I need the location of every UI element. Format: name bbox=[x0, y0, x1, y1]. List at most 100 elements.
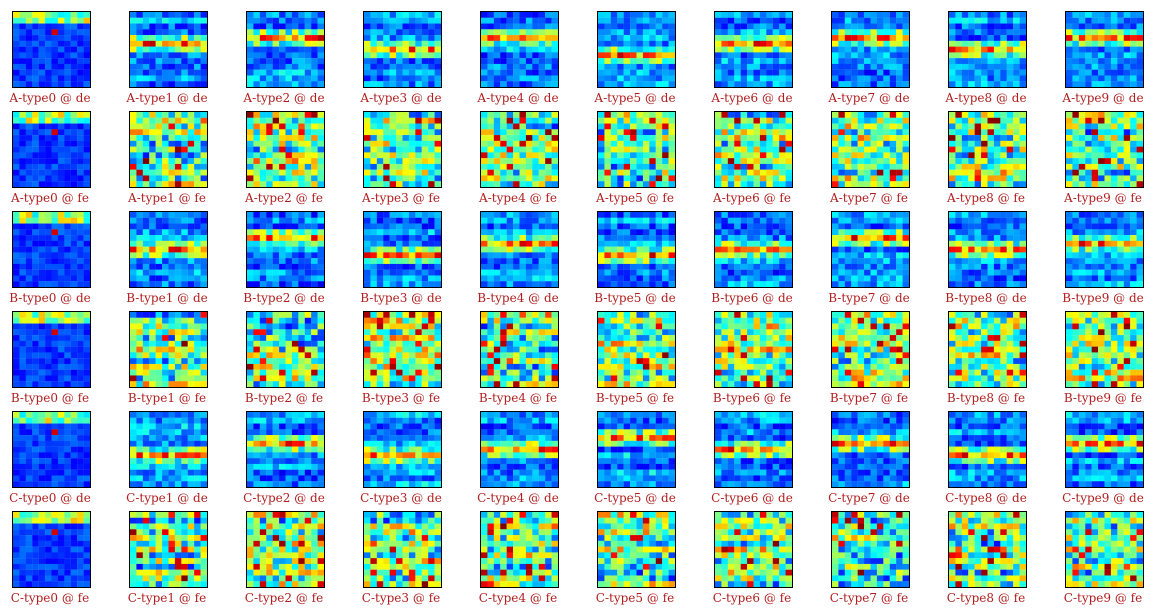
heatmap-cell bbox=[13, 81, 20, 87]
heatmap-cell bbox=[162, 312, 169, 318]
heatmap-cell bbox=[304, 258, 312, 265]
heatmap-cell bbox=[727, 123, 735, 130]
heatmap-cell bbox=[389, 58, 397, 65]
heatmap-cell bbox=[734, 229, 741, 236]
heatmap-cell bbox=[162, 217, 169, 224]
heatmap-cell bbox=[259, 235, 267, 241]
heatmap-cell bbox=[981, 63, 988, 70]
heatmap-cell bbox=[981, 281, 988, 287]
heatmap-cell bbox=[662, 23, 669, 30]
heatmap-cell bbox=[187, 163, 195, 170]
heatmap-cell bbox=[402, 58, 410, 65]
heatmap-cell bbox=[857, 123, 865, 130]
heatmap-cell bbox=[1104, 269, 1112, 276]
heatmap-cell bbox=[155, 17, 163, 24]
heatmap-cell bbox=[187, 146, 195, 153]
heatmap-cell bbox=[38, 235, 46, 241]
heatmap-cell bbox=[253, 52, 260, 59]
heatmap-cell bbox=[383, 169, 390, 176]
heatmap-cell bbox=[902, 52, 909, 59]
heatmap-cell bbox=[538, 129, 546, 136]
heatmap-cell bbox=[1110, 75, 1118, 82]
heatmap-cell bbox=[876, 146, 884, 153]
heatmap-cell bbox=[642, 229, 650, 236]
heatmap-cell bbox=[383, 175, 390, 182]
heatmap-cell bbox=[655, 252, 663, 259]
heatmap-cell bbox=[421, 146, 429, 153]
heatmap-cell bbox=[993, 112, 1001, 118]
heatmap-cell bbox=[70, 69, 78, 76]
heatmap-cell bbox=[253, 63, 260, 70]
heatmap-cell bbox=[715, 69, 722, 76]
heatmap-cell bbox=[513, 212, 520, 218]
heatmap-cell bbox=[421, 140, 429, 147]
heatmap-cell bbox=[415, 246, 422, 253]
heatmap-cell bbox=[194, 240, 201, 247]
heatmap-cell bbox=[304, 35, 312, 41]
heatmap-cell bbox=[883, 69, 890, 76]
heatmap-cell bbox=[832, 63, 839, 70]
heatmap-cell bbox=[1006, 217, 1014, 224]
heatmap-cell bbox=[961, 158, 969, 165]
heatmap-cell bbox=[1013, 29, 1020, 36]
heatmap-cell bbox=[402, 240, 410, 247]
heatmap-cell bbox=[272, 46, 280, 53]
heatmap-cell bbox=[759, 140, 767, 147]
heatmap-cell bbox=[753, 140, 761, 147]
heatmap-cell bbox=[13, 169, 20, 176]
heatmap-cell bbox=[623, 217, 631, 224]
heatmap-cell bbox=[1091, 63, 1099, 70]
heatmap-cell bbox=[70, 329, 78, 336]
heatmap-cell bbox=[364, 240, 371, 247]
heatmap-cell bbox=[981, 123, 988, 130]
heatmap-cell bbox=[779, 135, 786, 141]
heatmap-cell bbox=[272, 275, 280, 282]
heatmap-cell bbox=[396, 146, 403, 153]
heatmap-cell bbox=[32, 152, 39, 159]
heatmap-cell bbox=[519, 181, 527, 187]
heatmap-cell bbox=[968, 152, 975, 159]
heatmap-cell bbox=[864, 17, 871, 24]
heatmap-cell bbox=[987, 258, 995, 265]
heatmap-cell bbox=[668, 40, 675, 47]
heatmap-cell bbox=[902, 17, 909, 24]
heatmap-cell bbox=[70, 169, 78, 176]
heatmap-cell bbox=[304, 46, 312, 53]
heatmap-cell bbox=[987, 146, 995, 153]
heatmap-cell bbox=[25, 123, 33, 130]
heatmap-cell bbox=[247, 58, 254, 65]
heatmap-cell bbox=[200, 58, 207, 65]
heatmap-cell bbox=[434, 17, 441, 24]
heatmap-cell bbox=[19, 117, 26, 124]
heatmap-cell bbox=[785, 281, 792, 287]
heatmap-cell bbox=[949, 135, 956, 141]
heatmap-cell bbox=[630, 275, 637, 282]
heatmap-cell bbox=[247, 35, 254, 41]
heatmap-cell bbox=[857, 163, 865, 170]
heatmap-cell bbox=[259, 129, 267, 136]
heatmap-cell bbox=[45, 375, 52, 382]
heatmap-cell bbox=[896, 123, 903, 130]
heatmap-cell bbox=[364, 169, 371, 176]
heatmap-cell bbox=[396, 169, 403, 176]
heatmap-cell bbox=[493, 81, 501, 87]
heatmap-cell bbox=[961, 75, 969, 82]
heatmap-cell bbox=[551, 140, 558, 147]
heatmap-cell bbox=[1130, 240, 1137, 247]
heatmap-cell bbox=[779, 235, 786, 241]
heatmap-cell bbox=[1130, 152, 1137, 159]
heatmap-cell bbox=[493, 146, 501, 153]
heatmap-cell bbox=[506, 23, 514, 30]
heatmap-cell bbox=[25, 223, 33, 230]
heatmap-cell bbox=[434, 81, 441, 87]
heatmap-cell bbox=[70, 381, 78, 387]
heatmap-cell bbox=[311, 63, 318, 70]
heatmap-cell bbox=[481, 158, 488, 165]
heatmap-cell bbox=[981, 40, 988, 47]
heatmap-cell bbox=[655, 163, 663, 170]
heatmap-cell bbox=[13, 112, 20, 118]
heatmap-cell bbox=[181, 217, 188, 224]
heatmap-cell bbox=[311, 181, 318, 187]
heatmap-cell bbox=[370, 263, 377, 270]
heatmap-cell bbox=[513, 152, 520, 159]
